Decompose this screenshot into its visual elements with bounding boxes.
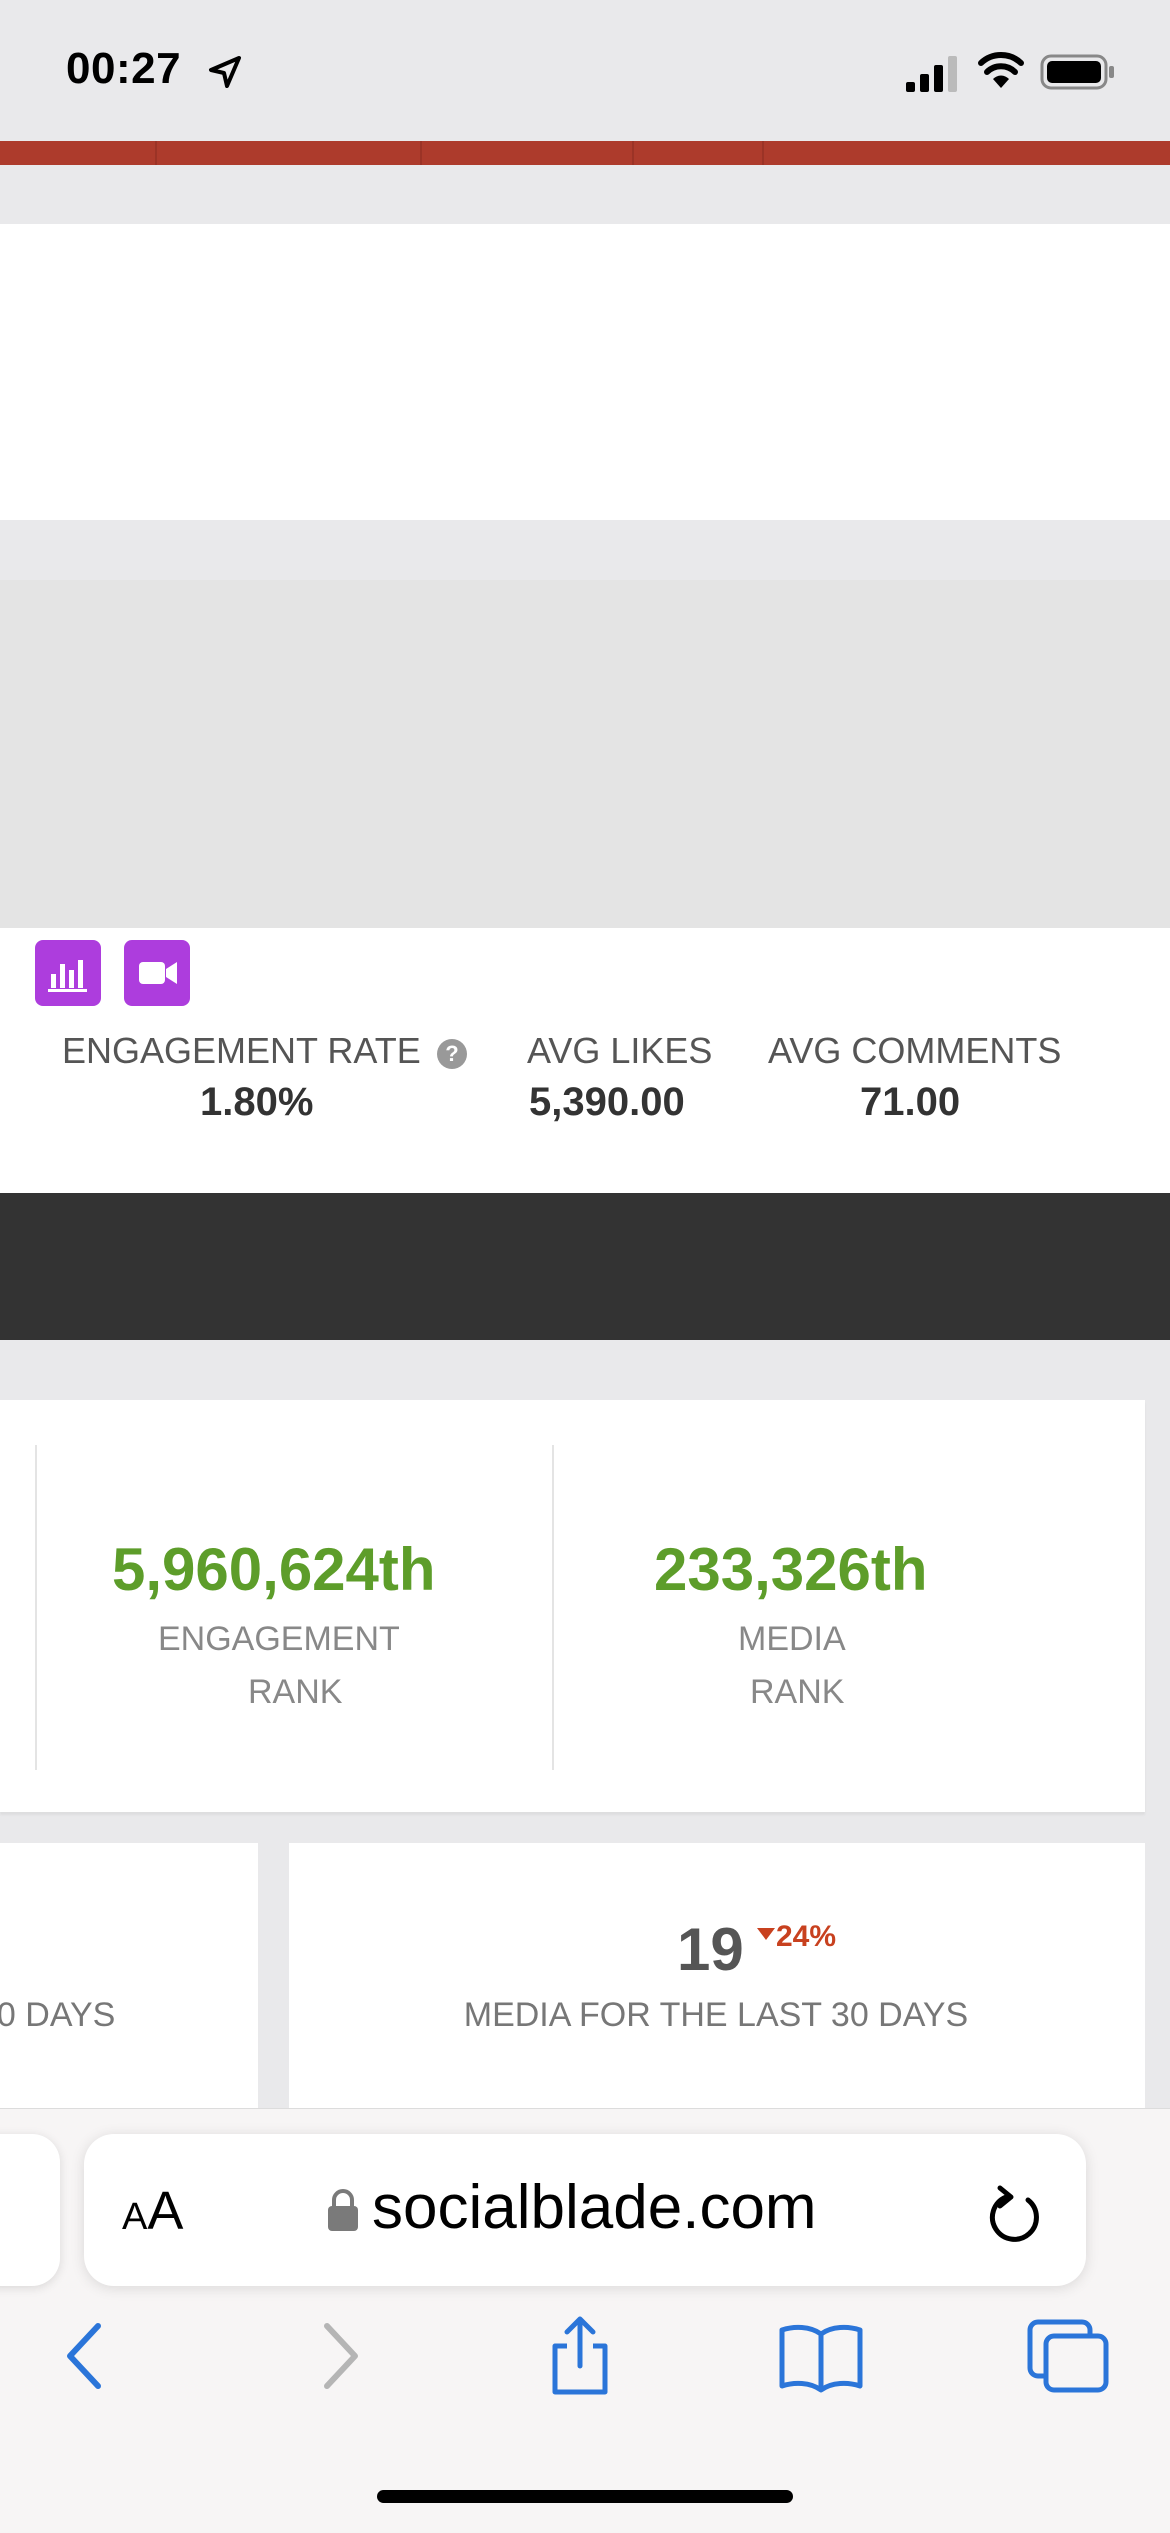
avg-likes-label: AVG LIKES [527, 1030, 713, 1071]
ad-placeholder [0, 224, 1170, 520]
wifi-icon [978, 52, 1024, 88]
media-rank-label-line2: RANK [750, 1673, 845, 1711]
rank-card [0, 1400, 1145, 1812]
stats-card [0, 928, 1170, 1193]
aa-large-letter: A [147, 2181, 184, 2241]
divider [552, 1445, 554, 1770]
status-time: 00:27 [66, 44, 182, 93]
down-arrow-icon [757, 1928, 775, 1940]
back-icon[interactable] [50, 2316, 120, 2396]
posts-30-days-card [0, 1843, 258, 2108]
video-button[interactable] [124, 940, 190, 1006]
avg-comments-value: 71.00 [860, 1080, 961, 1124]
bar-chart-icon [48, 960, 87, 992]
engagement-rate-value: 1.80% [200, 1080, 314, 1124]
chart-button[interactable] [35, 940, 101, 1006]
battery-icon [1040, 54, 1114, 90]
media-rank-value: 233,326th [654, 1536, 928, 1603]
section-header-bar [0, 1193, 1170, 1340]
lock-icon [328, 2189, 358, 2231]
video-camera-icon [139, 962, 177, 984]
media-30-days-card [289, 1843, 1145, 2108]
home-indicator[interactable] [377, 2490, 793, 2503]
media-30-days-label: MEDIA FOR THE LAST 30 DAYS [463, 1996, 969, 2034]
bookmarks-icon[interactable] [776, 2316, 866, 2396]
avg-comments-label: AVG COMMENTS [768, 1030, 1062, 1071]
url-text[interactable]: socialblade.com [372, 2173, 817, 2242]
engagement-rate-label: ENGAGEMENT RATE [62, 1030, 421, 1071]
divider [35, 1445, 37, 1770]
reader-settings-button[interactable]: AA [122, 2180, 183, 2242]
share-icon[interactable] [545, 2316, 615, 2396]
location-arrow-icon [209, 56, 241, 88]
tabs-icon[interactable] [1024, 2316, 1114, 2396]
media-count-value: 19 [677, 1916, 744, 1983]
previous-tab-preview[interactable] [0, 2134, 60, 2286]
site-nav-strip [0, 141, 1170, 165]
help-icon[interactable]: ? [437, 1039, 467, 1069]
forward-icon[interactable] [305, 2316, 375, 2396]
engagement-rank-value: 5,960,624th [112, 1536, 436, 1603]
avg-likes-value: 5,390.00 [529, 1080, 685, 1124]
reload-icon[interactable] [984, 2180, 1044, 2244]
posts-30-days-label: 30 DAYS [0, 1996, 116, 2034]
engagement-rank-label-line2: RANK [248, 1673, 343, 1711]
address-bar[interactable] [84, 2134, 1086, 2286]
media-change-percent: 24% [776, 1920, 837, 1953]
engagement-rank-label: ENGAGEMENT [158, 1620, 400, 1658]
profile-banner-area [0, 580, 1170, 928]
media-rank-label: MEDIA [738, 1620, 846, 1658]
aa-small-letter: A [122, 2196, 148, 2238]
cellular-signal-icon [906, 56, 957, 92]
